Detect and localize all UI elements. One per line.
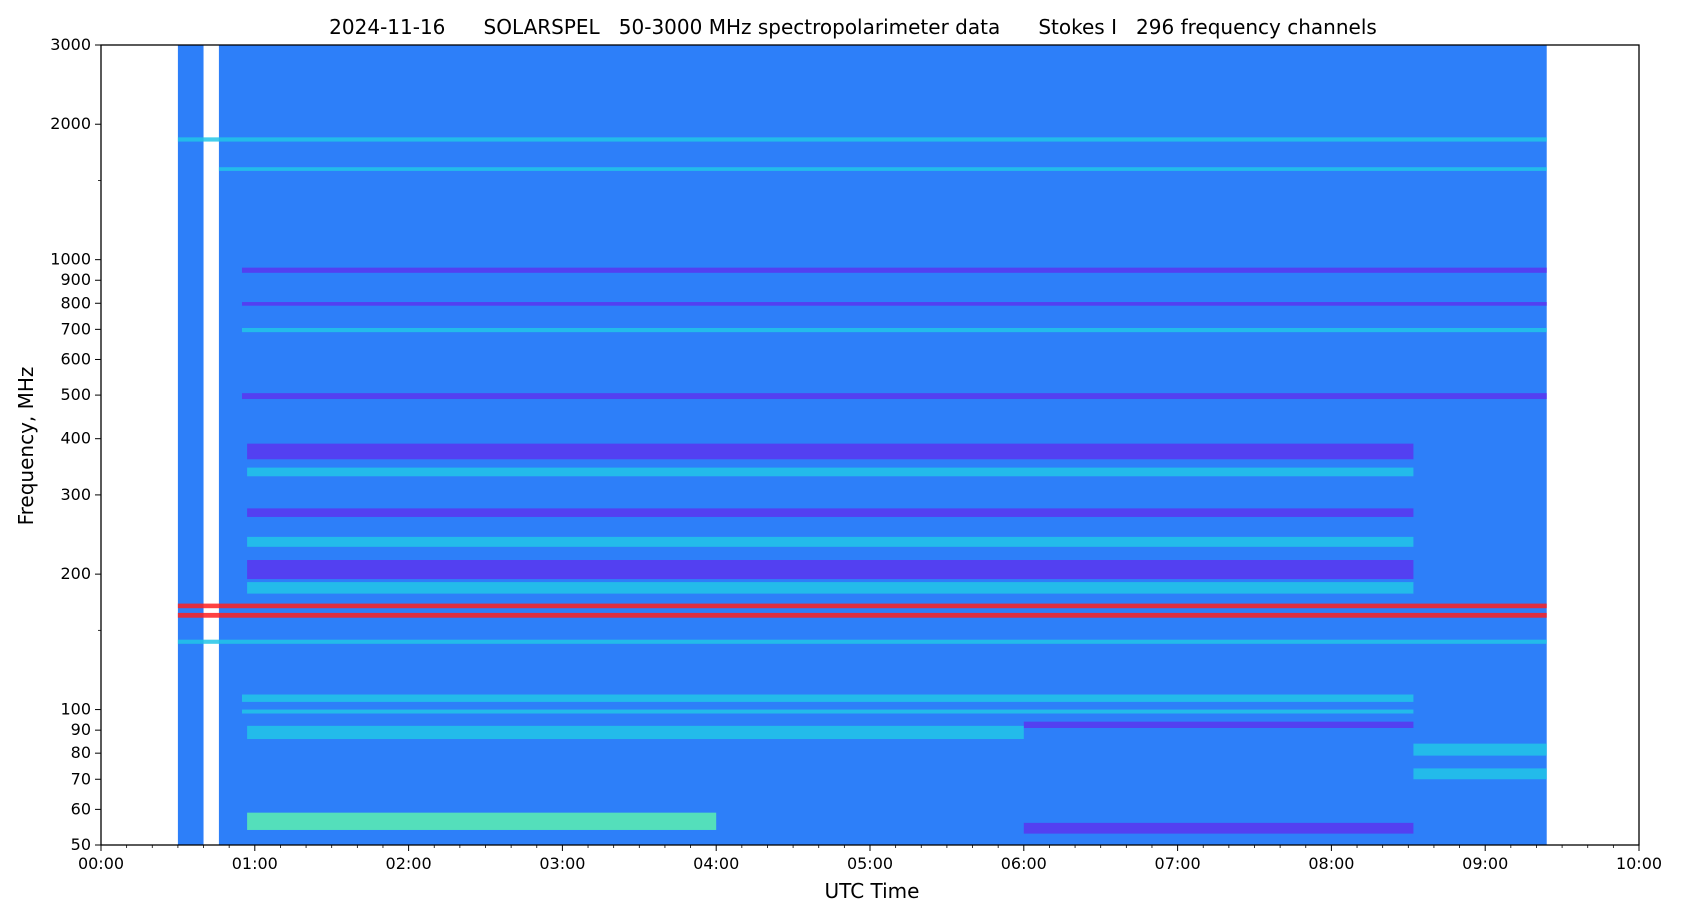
band-7 <box>247 467 1414 477</box>
y-tick-label-16: 3000 <box>50 35 91 54</box>
y-tick-label-14: 1000 <box>50 250 91 269</box>
band-15 <box>241 694 1414 702</box>
y-tick-label-2: 70 <box>71 769 91 788</box>
band-20 <box>1413 768 1547 780</box>
y-tick-label-15: 2000 <box>50 114 91 133</box>
band-1 <box>218 167 1547 171</box>
x-axis-label: UTC Time <box>825 879 920 903</box>
y-tick-label-11: 700 <box>60 319 91 338</box>
y-tick-label-10: 600 <box>60 349 91 368</box>
band-5 <box>241 393 1547 400</box>
x-tick-label-0: 00:00 <box>78 854 124 873</box>
data-segment-0 <box>177 45 204 845</box>
x-tick-label-3: 03:00 <box>539 854 585 873</box>
x-tick-label-10: 10:00 <box>1616 854 1662 873</box>
y-tick-label-5: 100 <box>60 700 91 719</box>
band-22 <box>1023 822 1414 834</box>
chart-title: 2024-11-16 SOLARSPEL 50-3000 MHz spectro… <box>329 15 1377 39</box>
band-6 <box>247 443 1414 460</box>
x-tick-label-4: 04:00 <box>693 854 739 873</box>
band-16 <box>241 709 1414 714</box>
band-14 <box>177 639 1547 644</box>
y-tick-label-3: 80 <box>71 743 91 762</box>
plot-area <box>177 45 1547 845</box>
x-tick-label-5: 05:00 <box>847 854 893 873</box>
band-3 <box>241 302 1547 306</box>
y-tick-label-13: 900 <box>60 270 91 289</box>
x-tick-label-8: 08:00 <box>1308 854 1354 873</box>
band-12 <box>177 603 1547 609</box>
y-tick-label-9: 500 <box>60 385 91 404</box>
band-17 <box>1023 721 1414 728</box>
y-tick-label-12: 800 <box>60 293 91 312</box>
y-tick-label-6: 200 <box>60 564 91 583</box>
band-8 <box>247 508 1414 517</box>
y-tick-label-7: 300 <box>60 485 91 504</box>
band-10 <box>247 559 1414 580</box>
y-tick-label-8: 400 <box>60 429 91 448</box>
x-tick-label-7: 07:00 <box>1155 854 1201 873</box>
band-19 <box>1413 743 1547 756</box>
x-tick-label-9: 09:00 <box>1462 854 1508 873</box>
x-tick-label-6: 06:00 <box>1001 854 1047 873</box>
x-tick-label-2: 02:00 <box>386 854 432 873</box>
band-13 <box>177 612 1547 618</box>
x-tick-label-1: 01:00 <box>232 854 278 873</box>
band-0 <box>177 137 1547 142</box>
x-axis: 00:00 01:00 02:00 03:00 04:00 05:00 06:00 07:00… <box>78 845 1662 873</box>
y-tick-label-0: 50 <box>71 835 91 854</box>
band-2 <box>241 267 1547 273</box>
band-21 <box>247 812 717 830</box>
band-18 <box>247 725 1024 740</box>
y-tick-label-1: 60 <box>71 799 91 818</box>
y-tick-label-4: 90 <box>71 720 91 739</box>
y-axis-label: Frequency, MHz <box>14 367 38 526</box>
band-9 <box>247 536 1414 547</box>
band-4 <box>241 327 1547 333</box>
band-11 <box>247 582 1414 594</box>
